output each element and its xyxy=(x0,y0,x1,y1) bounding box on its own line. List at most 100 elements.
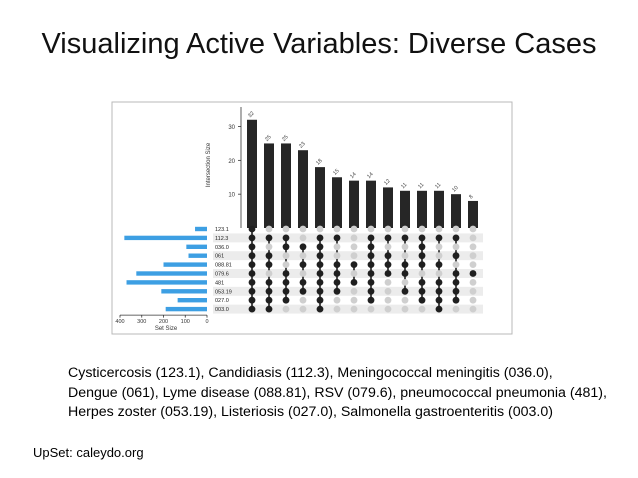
membership-dot-inactive xyxy=(333,225,341,233)
membership-dot-inactive xyxy=(384,305,392,313)
membership-dot-active xyxy=(248,305,256,313)
membership-dot-active xyxy=(452,252,460,260)
membership-dot-inactive xyxy=(299,305,307,313)
y-tick-label: 30 xyxy=(228,125,235,131)
membership-dot-inactive xyxy=(384,279,392,286)
slide-title: Visualizing Active Variables: Diverse Ca… xyxy=(41,28,597,60)
membership-dot-active xyxy=(435,305,443,313)
x-tick-label: 200 xyxy=(159,319,168,325)
membership-dot-active xyxy=(384,270,392,277)
membership-dot-active xyxy=(350,261,358,268)
x-tick-label: 300 xyxy=(137,319,146,325)
membership-dot-active xyxy=(401,261,409,268)
membership-dot-active xyxy=(418,234,426,242)
membership-dot-inactive xyxy=(469,296,477,304)
intersection-bar xyxy=(315,167,325,228)
membership-dot-active xyxy=(418,243,426,251)
membership-dot-inactive xyxy=(299,252,307,260)
membership-dot-inactive xyxy=(350,305,358,313)
intersection-size-label: 15 xyxy=(332,168,341,177)
matrix-row-stripe xyxy=(213,304,483,314)
membership-dot-active xyxy=(299,279,307,286)
membership-dot-inactive xyxy=(265,225,273,233)
membership-dot-active xyxy=(367,270,375,277)
intersection-bar xyxy=(264,143,274,228)
plot-frame xyxy=(111,101,513,335)
intersection-bar xyxy=(468,200,478,228)
membership-dot-active xyxy=(333,270,341,277)
membership-dot-inactive xyxy=(350,287,358,295)
intersection-bar xyxy=(417,190,427,228)
membership-dot-inactive xyxy=(350,296,358,304)
membership-dot-inactive xyxy=(265,243,273,251)
membership-dot-inactive xyxy=(299,296,307,304)
intersection-bars xyxy=(247,119,478,228)
membership-dot-inactive xyxy=(435,252,443,260)
membership-dot-active xyxy=(265,252,273,260)
intersection-bar-axis: 10 20 30 Intersection Size xyxy=(206,107,242,228)
set-name-label: 027.0 xyxy=(215,298,229,304)
membership-dot-inactive xyxy=(350,252,358,260)
matrix-stripes xyxy=(213,233,483,314)
membership-dot-inactive xyxy=(282,252,290,260)
membership-dot-active xyxy=(333,234,341,242)
membership-dot-active xyxy=(350,279,358,286)
membership-dot-active xyxy=(299,261,307,268)
intersection-size-label: 14 xyxy=(366,171,375,180)
membership-dot-active xyxy=(316,279,324,286)
caption: Cysticercosis (123.1), Candidiasis (112.… xyxy=(68,364,628,423)
membership-dot-inactive xyxy=(401,252,409,260)
membership-dot-inactive xyxy=(367,225,375,233)
membership-dot-active xyxy=(367,252,375,260)
membership-dot-active xyxy=(248,261,256,268)
membership-dot-active xyxy=(333,261,341,268)
membership-dot-active xyxy=(248,243,256,251)
membership-dot-active xyxy=(282,270,290,277)
set-size-bar xyxy=(124,235,207,241)
set-size-bar xyxy=(186,244,207,249)
membership-dot-active xyxy=(418,296,426,304)
membership-dot-inactive xyxy=(350,225,358,233)
membership-dot-active xyxy=(367,261,375,268)
membership-dot-active xyxy=(316,270,324,277)
set-size-bar xyxy=(195,226,207,232)
intersection-size-label: 18 xyxy=(315,158,324,167)
membership-dot-active xyxy=(435,279,443,286)
set-name-label: 053.19 xyxy=(215,289,232,295)
membership-dot-inactive xyxy=(265,270,273,277)
membership-dot-inactive xyxy=(384,296,392,304)
membership-dot-active xyxy=(265,234,273,242)
membership-dot-active xyxy=(248,270,256,277)
intersection-size-label: 25 xyxy=(264,134,273,143)
set-name-label: 481 xyxy=(215,280,224,286)
intersection-bar xyxy=(298,150,308,228)
credit-text: UpSet: caleydo.org xyxy=(33,445,144,460)
membership-dot-inactive xyxy=(452,261,460,268)
membership-dot-inactive xyxy=(469,234,477,242)
set-size-bar xyxy=(165,306,207,312)
membership-dot-inactive xyxy=(469,305,477,313)
membership-dot-inactive xyxy=(452,243,460,251)
membership-dot-active xyxy=(248,252,256,260)
membership-dot-inactive xyxy=(299,225,307,233)
membership-dot-inactive xyxy=(299,234,307,242)
membership-dot-inactive xyxy=(469,243,477,251)
set-name-label: 112.3 xyxy=(215,236,228,242)
intersection-bar xyxy=(281,143,291,228)
matrix-row-stripe xyxy=(213,233,483,243)
intersection-matrix xyxy=(248,225,477,313)
membership-dot-active xyxy=(316,287,324,295)
membership-dot-inactive xyxy=(401,279,409,286)
membership-dot-active xyxy=(367,243,375,251)
membership-dot-active xyxy=(452,234,460,242)
membership-dot-active xyxy=(282,234,290,242)
membership-dot-active xyxy=(367,287,375,295)
membership-dot-active xyxy=(384,252,392,260)
caption-line-3: Herpes zoster (053.19), Listeriosis (027… xyxy=(68,404,553,420)
membership-dot-active xyxy=(316,296,324,304)
intersection-size-label: 12 xyxy=(383,178,392,187)
membership-dot-inactive xyxy=(333,305,341,313)
membership-dot-inactive xyxy=(401,225,409,233)
membership-dot-inactive xyxy=(282,225,290,233)
intersection-bar xyxy=(332,177,342,228)
